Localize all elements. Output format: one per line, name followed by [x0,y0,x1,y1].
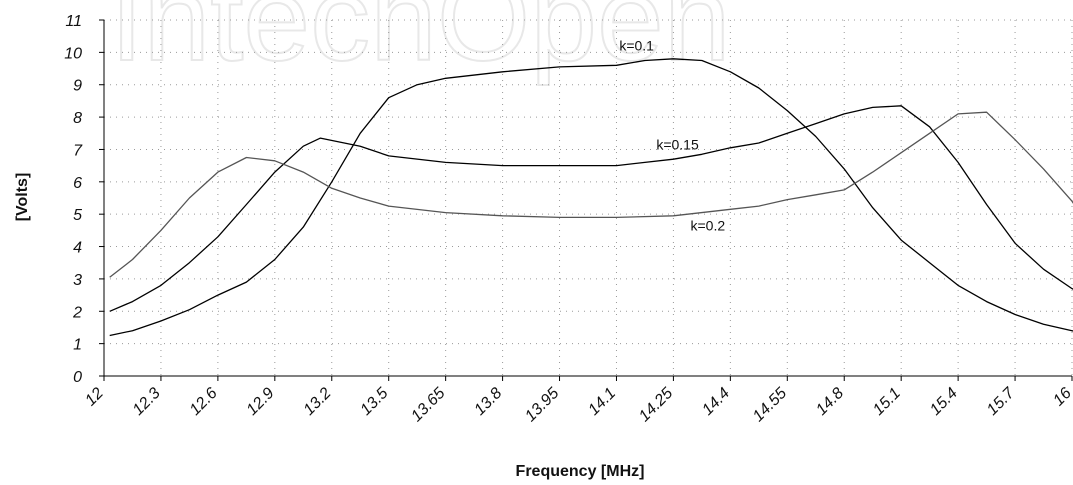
y-tick-label: 8 [73,110,82,127]
y-tick-label: 10 [64,45,82,62]
x-tick-label: 12.9 [244,385,278,419]
x-tick-label: 14.8 [813,385,847,419]
x-tick-label: 15.7 [984,384,1019,419]
y-tick-label: 11 [65,13,82,30]
y-axis-title: [Volts] [14,173,31,222]
y-tick-label: 9 [73,78,82,95]
series-label: k=0.2 [690,217,725,233]
y-tick-labels: 0 1 2 3 4 5 6 7 8 9 10 11 [64,13,83,386]
series-line [109,105,1073,312]
x-tick-label: 13.95 [522,385,562,425]
x-tick-label: 13.8 [471,385,505,419]
x-tick-label: 15.4 [927,385,961,419]
x-tick-label: 14.25 [636,385,676,425]
series-label: k=0.1 [619,38,654,54]
y-tick-label: 6 [73,175,82,192]
y-tick-label: 5 [73,207,82,224]
x-tick-label: 13.65 [408,385,448,425]
x-tick-label: 12.6 [187,385,221,419]
y-tick-label: 7 [73,142,83,159]
y-tick-label: 1 [73,337,82,354]
y-tick-label: 4 [73,240,82,257]
x-axis-title: Frequency [MHz] [516,463,645,480]
x-tick-labels: 12 12.3 12.6 12.9 13.2 13.5 13.65 13.8 13.95 14.1… [82,384,1073,425]
x-tick-label: 13.2 [301,385,335,419]
series-lines [109,58,1073,337]
series-annotations: k=0.1 k=0.15 k=0.2 [619,38,725,234]
x-tick-label: 15.1 [870,385,904,419]
watermark-logo: IntechOpen [110,0,730,86]
x-tick-label: 13.5 [357,385,391,419]
series-label: k=0.15 [656,136,699,152]
x-tick-label: 16 [1050,385,1073,410]
x-tick-label: 12.3 [130,385,164,419]
x-tick-label: 14.55 [750,385,790,425]
y-tick-label: 0 [73,369,82,386]
series-line [109,58,1073,337]
x-tick-label: 12 [82,385,107,410]
x-tick-label: 14.4 [699,385,733,419]
series-line [109,111,1073,278]
y-tick-label: 2 [72,304,82,321]
y-tick-label: 3 [73,272,82,289]
axes [99,19,1073,381]
x-tick-label: 14.1 [585,385,619,419]
